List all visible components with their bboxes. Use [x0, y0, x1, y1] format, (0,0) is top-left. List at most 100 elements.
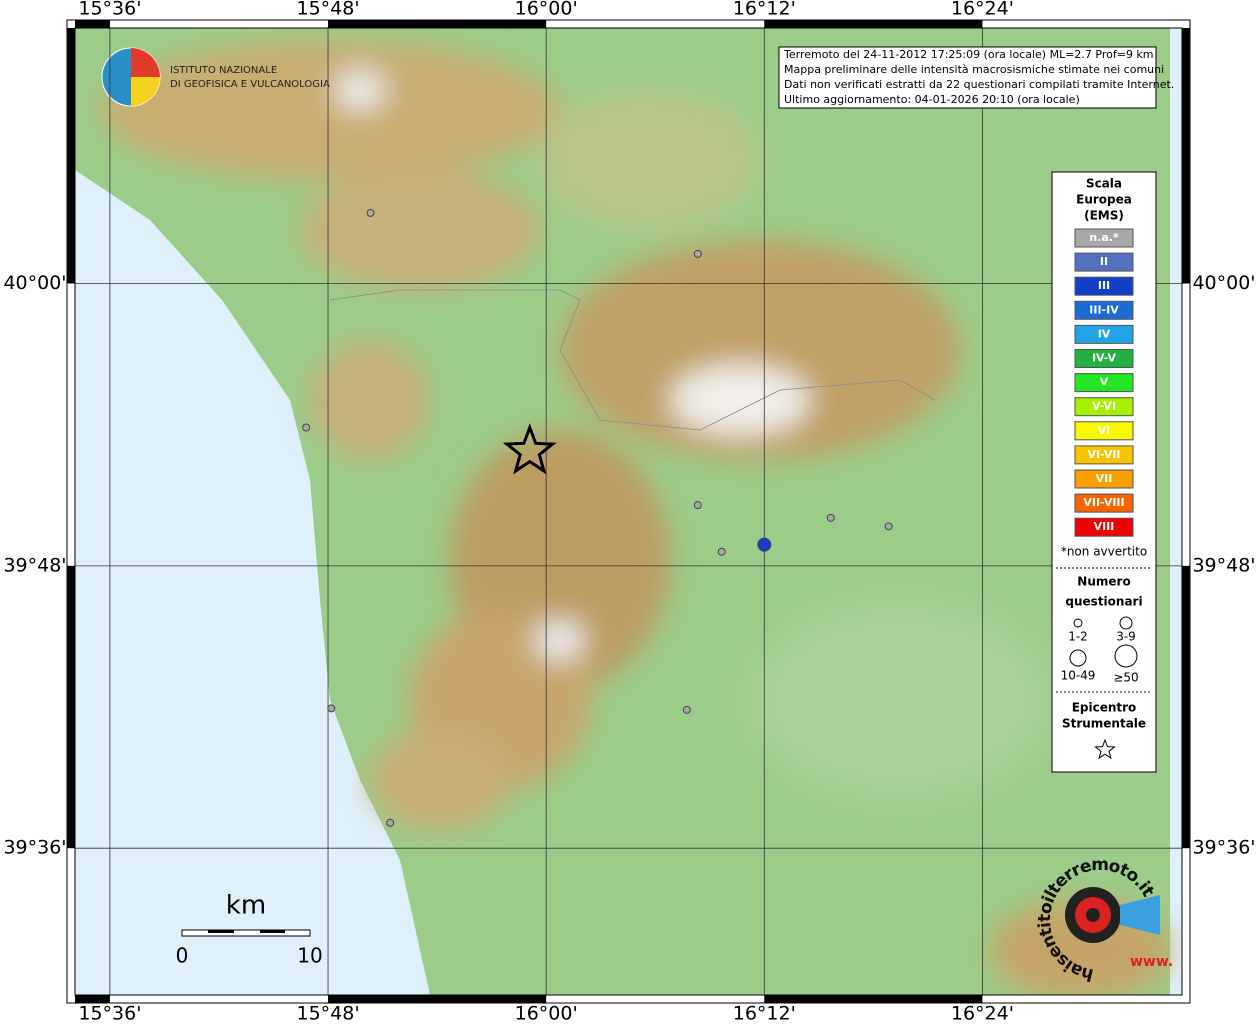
frame-seg — [764, 995, 983, 1003]
info-box: Terremoto del 24-11-2012 17:25:09 (ora l… — [778, 46, 1174, 109]
legend-title: Europea — [1076, 193, 1132, 207]
frame-seg — [328, 20, 547, 28]
lon-label: 16°24' — [951, 1003, 1014, 1025]
frame-seg — [75, 20, 110, 28]
legend-label: VIII — [1094, 520, 1115, 533]
frame-seg — [67, 28, 75, 284]
info-box-bg — [778, 46, 1157, 109]
frame-seg — [764, 20, 983, 28]
legend-label: VII — [1096, 472, 1113, 485]
lon-label: 15°48' — [296, 1003, 359, 1025]
legend-swatch — [1074, 397, 1134, 417]
badge-horn — [1120, 895, 1160, 935]
legend: ScalaEuropea(EMS)n.a.*IIIIIIII-IVIVIV-VV… — [1051, 171, 1157, 773]
legend-size — [1114, 644, 1138, 668]
legend-label: V — [1100, 376, 1109, 389]
scale-bar: km 0 10 — [176, 891, 323, 968]
frame-band — [67, 20, 1190, 1003]
graticule — [75, 28, 1182, 995]
logo: ISTITUTO NAZIONALE DI GEOFISICA E VULCAN… — [101, 47, 330, 107]
logo-text: ISTITUTO NAZIONALE — [170, 65, 277, 76]
legend-size-label: ≥50 — [1113, 671, 1138, 685]
frame-seg — [1182, 565, 1190, 849]
legend-label: IV — [1098, 327, 1111, 340]
info-line: Terremoto del 24-11-2012 17:25:09 (ora l… — [783, 48, 1154, 61]
lon-label: 16°12' — [733, 1003, 796, 1025]
scale-bar-frame — [181, 929, 311, 937]
frame-seg — [67, 565, 75, 849]
logo-text: DI GEOFISICA E VULCANOLOGIA — [170, 79, 330, 90]
locality-point — [366, 208, 375, 217]
legend-label: V-VI — [1092, 400, 1116, 413]
epicenter — [502, 423, 557, 475]
frame — [66, 19, 1191, 1004]
legend-swatch — [1074, 445, 1134, 465]
lat-label: 39°36' — [1192, 837, 1255, 859]
badge-prefix: www. — [1130, 954, 1173, 970]
legend-swatch — [1074, 349, 1134, 368]
info-line: Dati non verificati estratti da 22 quest… — [784, 78, 1174, 91]
lat-label: 39°36' — [3, 837, 66, 859]
logo-quad — [131, 48, 160, 77]
legend-swatch — [1074, 493, 1134, 513]
legend-size — [1069, 649, 1087, 667]
legend-title: questionari — [1065, 595, 1142, 609]
locality-point — [693, 501, 702, 510]
lon-label: 15°48' — [296, 0, 359, 20]
legend-note: *non avvertito — [1061, 545, 1147, 559]
lat-label: 39°48' — [3, 554, 66, 576]
legend-size — [1073, 618, 1083, 628]
legend-label: n.a.* — [1089, 231, 1119, 244]
lon-label: 16°12' — [733, 0, 796, 20]
locality-point — [757, 537, 772, 552]
legend-swatch — [1074, 469, 1134, 489]
legend-swatch — [1074, 324, 1134, 344]
scale-bar-seg — [260, 930, 285, 933]
legend-swatch — [1074, 517, 1134, 537]
info-line: Ultimo aggiornamento: 04-01-2026 20:10 (… — [784, 93, 1080, 106]
legend-swatch — [1074, 421, 1134, 441]
scale-tick: 10 — [297, 944, 322, 968]
legend-size — [1119, 616, 1133, 630]
locality-point — [302, 423, 311, 432]
badge-dot — [1086, 908, 1100, 922]
info-line: Mappa preliminare delle intensità macros… — [784, 63, 1164, 76]
legend-swatch — [1074, 276, 1134, 296]
lat-label: 39°48' — [1192, 554, 1255, 576]
legend-label: VI-VII — [1087, 448, 1120, 461]
legend-size-label: 1-2 — [1068, 630, 1088, 644]
lat-label: 40°00' — [3, 272, 66, 294]
frame-outline — [66, 19, 1191, 1004]
frame-seg — [328, 995, 547, 1003]
legend-label: VI — [1098, 424, 1111, 437]
frame-seg — [75, 995, 110, 1003]
locality-point — [327, 704, 336, 713]
lon-label: 16°24' — [951, 0, 1014, 20]
legend-title: Epicentro — [1072, 701, 1137, 715]
scale-tick: 0 — [176, 944, 189, 968]
scale-unit: km — [226, 891, 266, 921]
legend-title: Numero — [1077, 575, 1130, 589]
logo-quad — [131, 77, 160, 106]
lon-label: 15°36' — [78, 0, 141, 20]
frame-inner — [74, 27, 1183, 996]
legend-swatch — [1074, 373, 1134, 393]
locality-point — [386, 818, 395, 827]
lon-label: 16°00' — [515, 0, 578, 20]
frame-seg — [1182, 28, 1190, 284]
legend-label: II — [1100, 255, 1108, 268]
legend-label: IV-V — [1092, 352, 1117, 365]
legend-title: Scala — [1086, 177, 1122, 191]
terrain — [75, 28, 1182, 995]
lat-label: 40°00' — [1192, 272, 1255, 294]
legend-label: VII-VIII — [1083, 496, 1124, 509]
scale-bar-seg — [208, 930, 234, 933]
lon-label: 15°36' — [78, 1003, 141, 1025]
legend-title: (EMS) — [1084, 209, 1124, 223]
legend-title: Strumentale — [1062, 717, 1146, 731]
lon-label: 16°00' — [515, 1003, 578, 1025]
locality-point — [884, 522, 893, 531]
locality-point — [717, 547, 726, 556]
legend-size-label: 3-9 — [1116, 630, 1136, 644]
